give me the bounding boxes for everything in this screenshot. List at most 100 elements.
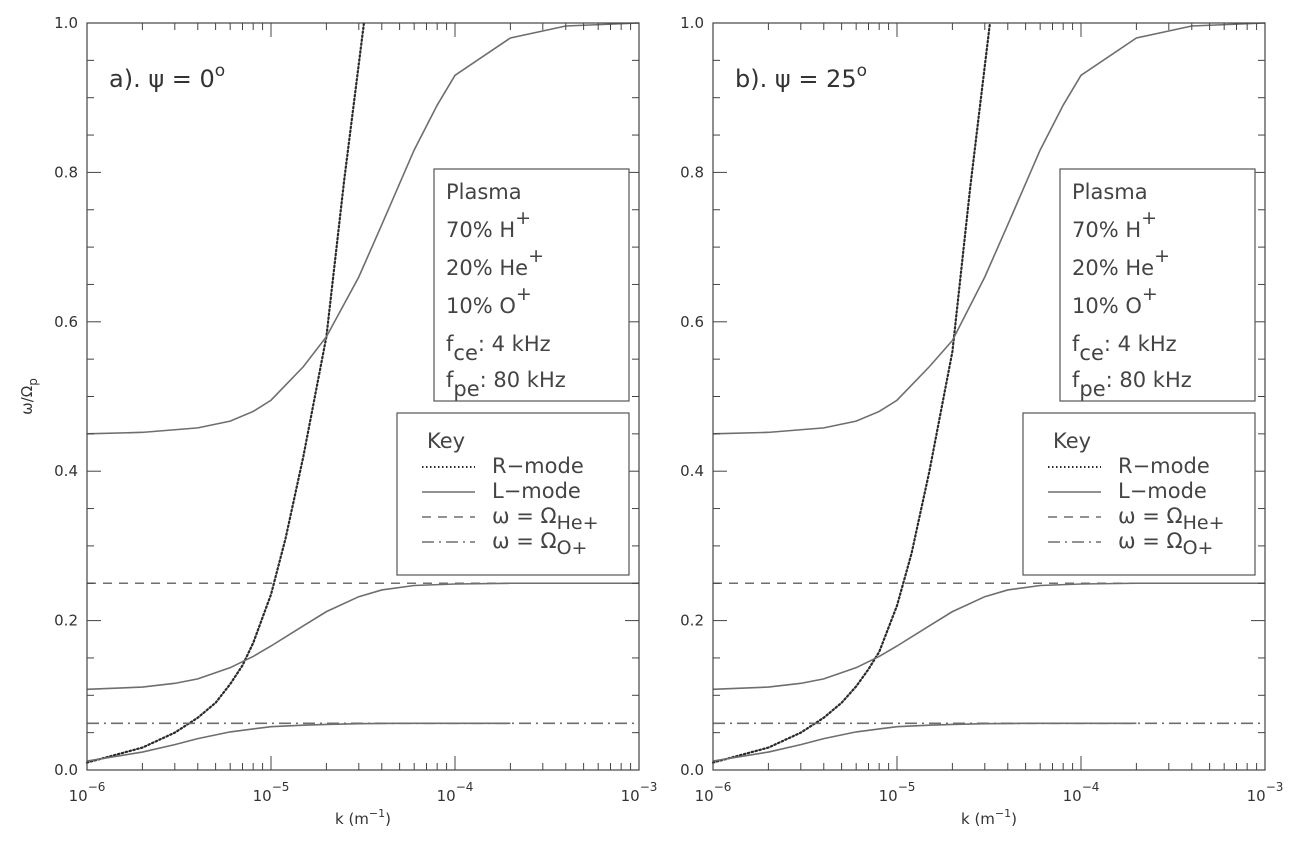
legend-label-subscript: He+ [1183, 512, 1225, 534]
plasma-line-text: 20% He [1072, 256, 1154, 280]
panel-title-main: b). ψ = 25 [735, 65, 857, 93]
panel-title: a). ψ = 0o [109, 61, 225, 93]
plasma-line-superscript: + [515, 207, 531, 229]
legend-title: Key [427, 429, 465, 453]
plasma-line-subscript: pe [453, 377, 479, 401]
x-label-exponent: −1 [369, 807, 385, 820]
plasma-box-line: 70% H+ [1072, 207, 1157, 242]
x-label-main: k (m [961, 810, 995, 828]
x-axis-label: k (m−1) [961, 807, 1017, 828]
x-label-tail: ) [1011, 810, 1017, 828]
plasma-line-text: f [1072, 332, 1080, 356]
series-dotted-line [711, 21, 992, 764]
legend-label-text: R−mode [492, 454, 584, 478]
legend-title: Key [1053, 429, 1091, 453]
x-label-exponent: −1 [995, 807, 1011, 820]
y-tick-label: 0.2 [680, 612, 704, 630]
x-tick-exponent: −6 [714, 780, 732, 794]
y-tick-label: 0.8 [54, 163, 78, 181]
series-solid-line [712, 22, 1266, 435]
panel-b: 10−6 10−5 10−4 10−30.00.20.40.60.81.0k (m−1… [680, 14, 1283, 828]
plasma-line-text: f [446, 332, 454, 356]
legend-entry-label: ω = ΩHe+ [1118, 504, 1225, 534]
plasma-box-title: Plasma [446, 180, 522, 204]
plasma-box-frame [433, 168, 630, 402]
x-tick-label: 10−6 [69, 780, 106, 805]
y-tick-label: 0.8 [680, 163, 704, 181]
x-tick-base: 10 [253, 787, 272, 805]
y-axis-label: ω/Ωp [18, 378, 40, 415]
x-label-main: k (m [335, 810, 369, 828]
panel-a: 10−6 10−5 10−4 10−30.00.20.40.60.81.0k (m−1… [18, 14, 657, 828]
series-dotted-line [85, 21, 366, 764]
legend-label-text: ω = Ω [492, 504, 557, 528]
plasma-line-text: f [446, 368, 454, 392]
series-solid-line [86, 582, 639, 691]
plasma-box-line: fpe: 80 kHz [1072, 368, 1192, 401]
plasma-box-frame [1059, 168, 1256, 402]
legend-entry-label: L−mode [1118, 479, 1207, 503]
x-tick-label: 10−3 [1247, 780, 1284, 805]
legend-entry-label: ω = ΩO+ [492, 529, 587, 559]
plasma-line-superscript: + [528, 245, 544, 267]
plasma-box-line: 10% O+ [446, 283, 532, 318]
y-tick-label: 0.0 [680, 761, 704, 779]
x-tick-label: 10−5 [253, 780, 290, 805]
plasma-line-tail: : 80 kHz [1106, 368, 1192, 392]
x-tick-label: 10−5 [879, 780, 916, 805]
plasma-line-text: 20% He [446, 256, 528, 280]
plasma-line-superscript: + [1154, 245, 1170, 267]
x-label-tail: ) [385, 810, 391, 828]
legend-label-text: ω = Ω [1118, 504, 1183, 528]
x-tick-exponent: −6 [88, 780, 106, 794]
y-tick-label: 0.4 [680, 462, 704, 480]
plasma-line-superscript: + [1141, 207, 1157, 229]
plasma-box-line: fce: 4 kHz [1072, 332, 1177, 365]
legend-label-subscript: O+ [557, 537, 588, 559]
y-tick-label: 0.6 [54, 313, 78, 331]
plasma-line-superscript: + [1142, 283, 1158, 305]
legend-frame [396, 412, 630, 576]
legend-entry-label: R−mode [1118, 454, 1210, 478]
x-tick-base: 10 [69, 787, 88, 805]
x-tick-label: 10−4 [437, 780, 474, 805]
plasma-box-line: 10% O+ [1072, 283, 1158, 318]
legend-label-text: ω = Ω [492, 529, 557, 553]
plasma-line-text: 70% H [446, 218, 515, 242]
y-tick-label: 0.6 [680, 313, 704, 331]
plasma-line-text: f [1072, 368, 1080, 392]
x-tick-exponent: −4 [456, 780, 474, 794]
plasma-line-subscript: pe [1079, 377, 1105, 401]
plasma-line-text: 70% H [1072, 218, 1141, 242]
x-tick-base: 10 [437, 787, 456, 805]
panel-title-main: a). ψ = 0 [109, 65, 215, 93]
series-solid-line [712, 722, 1137, 762]
y-label-main: ω/Ω [18, 386, 36, 415]
x-tick-exponent: −3 [1266, 780, 1284, 794]
y-tick-label: 1.0 [54, 14, 78, 32]
plasma-box-line: fpe: 80 kHz [446, 368, 566, 401]
panel-title: b). ψ = 25o [735, 61, 867, 93]
plasma-box-title: Plasma [1072, 180, 1148, 204]
legend-entry-label: R−mode [492, 454, 584, 478]
x-tick-exponent: −3 [640, 780, 658, 794]
x-tick-base: 10 [1247, 787, 1266, 805]
y-tick-label: 0.0 [54, 761, 78, 779]
legend-label-text: ω = Ω [1118, 529, 1183, 553]
x-tick-base: 10 [879, 787, 898, 805]
plasma-line-subscript: ce [1079, 341, 1103, 365]
legend-label-text: L−mode [1118, 479, 1207, 503]
x-tick-exponent: −5 [898, 780, 916, 794]
legend-entry-label: ω = ΩHe+ [492, 504, 599, 534]
legend-frame [1022, 412, 1256, 576]
x-tick-label: 10−3 [621, 780, 658, 805]
y-tick-label: 0.2 [54, 612, 78, 630]
plasma-box-line: 20% He+ [446, 245, 544, 280]
legend-entry-label: L−mode [492, 479, 581, 503]
x-tick-base: 10 [1063, 787, 1082, 805]
y-label-subscript: p [26, 378, 40, 386]
